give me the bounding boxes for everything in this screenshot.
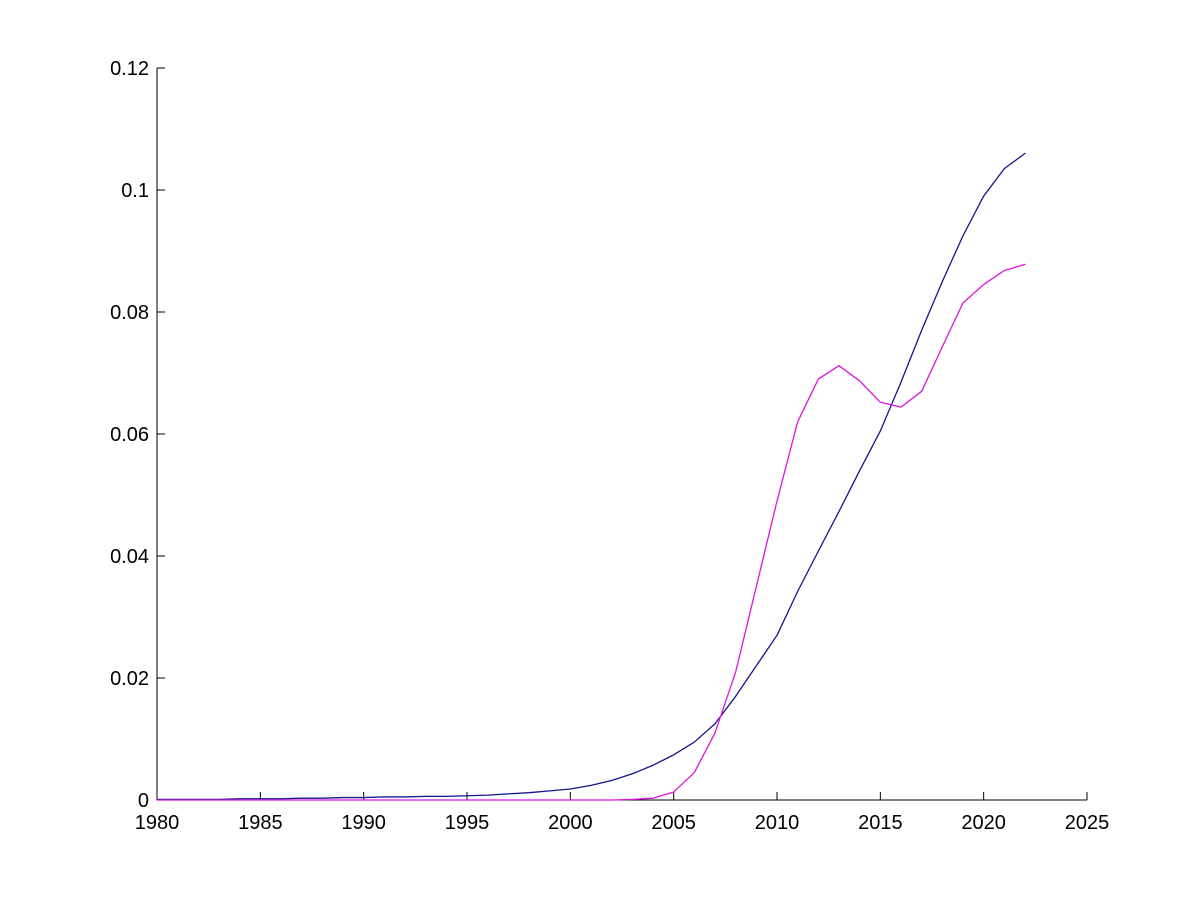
- x-tick-label: 1990: [341, 812, 386, 834]
- x-tick-label: 1980: [135, 812, 180, 834]
- x-tick-label: 1995: [445, 812, 490, 834]
- x-tick-label: 2000: [548, 812, 593, 834]
- y-tick-label: 0.08: [110, 302, 149, 324]
- x-tick-label: 2010: [755, 812, 800, 834]
- y-tick-label: 0.04: [110, 546, 149, 568]
- x-tick-label: 2020: [961, 812, 1006, 834]
- y-tick-label: 0.12: [110, 58, 149, 80]
- y-tick-label: 0.1: [121, 180, 149, 202]
- magenta-line: [156, 263, 1026, 801]
- x-tick-label: 2015: [858, 812, 903, 834]
- x-tick-label: 2025: [1065, 812, 1110, 834]
- y-tick-label: 0: [138, 790, 149, 812]
- dark-blue-line: [156, 152, 1026, 801]
- y-tick-label: 0.06: [110, 424, 149, 446]
- x-tick-label: 1985: [238, 812, 283, 834]
- y-tick-label: 0.02: [110, 668, 149, 690]
- x-tick-label: 2005: [651, 812, 696, 834]
